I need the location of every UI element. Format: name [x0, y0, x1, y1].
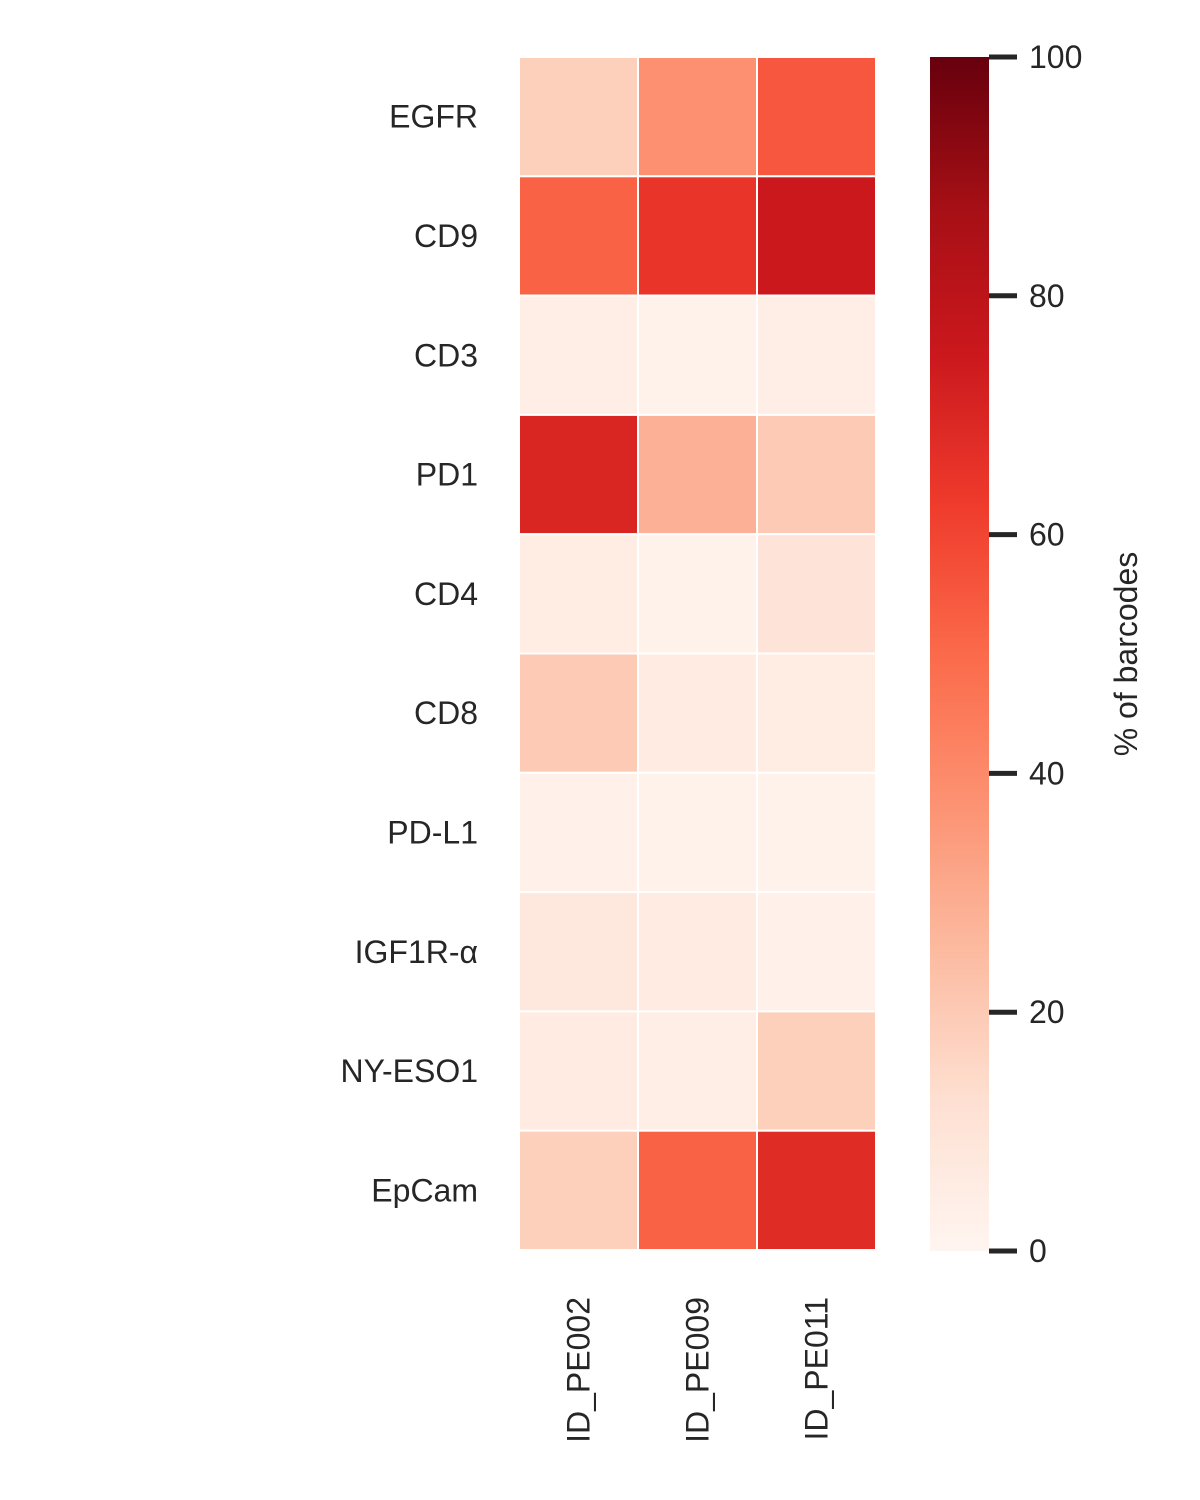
heatmap-cell	[518, 771, 639, 894]
colorbar-tick-label: 100	[1029, 39, 1082, 75]
column-labels: ID_PE002 ID_PE009 ID_PE011	[561, 1297, 835, 1443]
row-label: CD3	[414, 337, 478, 373]
row-label: EGFR	[389, 99, 478, 135]
heatmap-cell	[756, 533, 877, 655]
heatmap-cell	[518, 1129, 639, 1251]
heatmap-cell	[637, 652, 758, 774]
heatmap-cell	[637, 771, 758, 894]
heatmap-cell	[637, 413, 758, 536]
heatmap-cell	[756, 1129, 877, 1251]
heatmap-cell	[756, 652, 877, 774]
heatmap-cell	[637, 1129, 758, 1251]
heatmap-cell	[518, 56, 639, 178]
heatmap-cell	[756, 175, 877, 297]
heatmap-cell	[518, 294, 639, 416]
column-label: ID_PE002	[561, 1297, 597, 1443]
heatmap-cell	[518, 413, 639, 536]
heatmap-cell	[756, 56, 877, 178]
heatmap-cells	[518, 56, 877, 1251]
row-label: PD-L1	[387, 814, 478, 850]
colorbar-label: % of barcodes	[1108, 552, 1144, 757]
heatmap-cell	[756, 413, 877, 536]
heatmap-cell	[518, 175, 639, 297]
heatmap-cell	[637, 533, 758, 655]
colorbar: 0 20 40 60 80 100 % of barcodes	[930, 39, 1144, 1269]
column-label: ID_PE011	[799, 1297, 835, 1441]
row-label: CD9	[414, 218, 478, 254]
heatmap-cell	[518, 652, 639, 774]
heatmap-cell	[756, 891, 877, 1013]
heatmap-cell	[637, 175, 758, 297]
heatmap-cell	[637, 294, 758, 416]
row-label: CD8	[414, 695, 478, 731]
heatmap-cell	[637, 891, 758, 1013]
row-labels: EGFR CD9 CD3 PD1 CD4 CD8 PD-L1 IGF1R-α NY-ESO1 Ep…	[340, 99, 478, 1209]
heatmap-cell	[756, 1010, 877, 1132]
heatmap-cell	[637, 1010, 758, 1132]
colorbar-tick-label: 40	[1029, 755, 1065, 791]
row-label: IGF1R-α	[355, 934, 478, 970]
heatmap-cell	[518, 533, 639, 655]
row-label: CD4	[414, 576, 478, 612]
colorbar-tick-label: 20	[1029, 994, 1065, 1030]
row-label: NY-ESO1	[340, 1053, 478, 1089]
row-label: EpCam	[371, 1172, 478, 1208]
colorbar-tick-label: 80	[1029, 278, 1065, 314]
heatmap-cell	[518, 1010, 639, 1132]
heatmap-cell	[637, 56, 758, 178]
colorbar-gradient	[930, 57, 989, 1251]
colorbar-tick-label: 60	[1029, 517, 1065, 553]
row-label: PD1	[416, 457, 478, 493]
colorbar-tick-label: 0	[1029, 1233, 1047, 1269]
heatmap-cell	[756, 771, 877, 894]
column-label: ID_PE009	[680, 1297, 716, 1443]
heatmap-cell	[518, 891, 639, 1013]
colorbar-ticks: 0 20 40 60 80 100	[989, 39, 1082, 1269]
heatmap-cell	[756, 294, 877, 416]
